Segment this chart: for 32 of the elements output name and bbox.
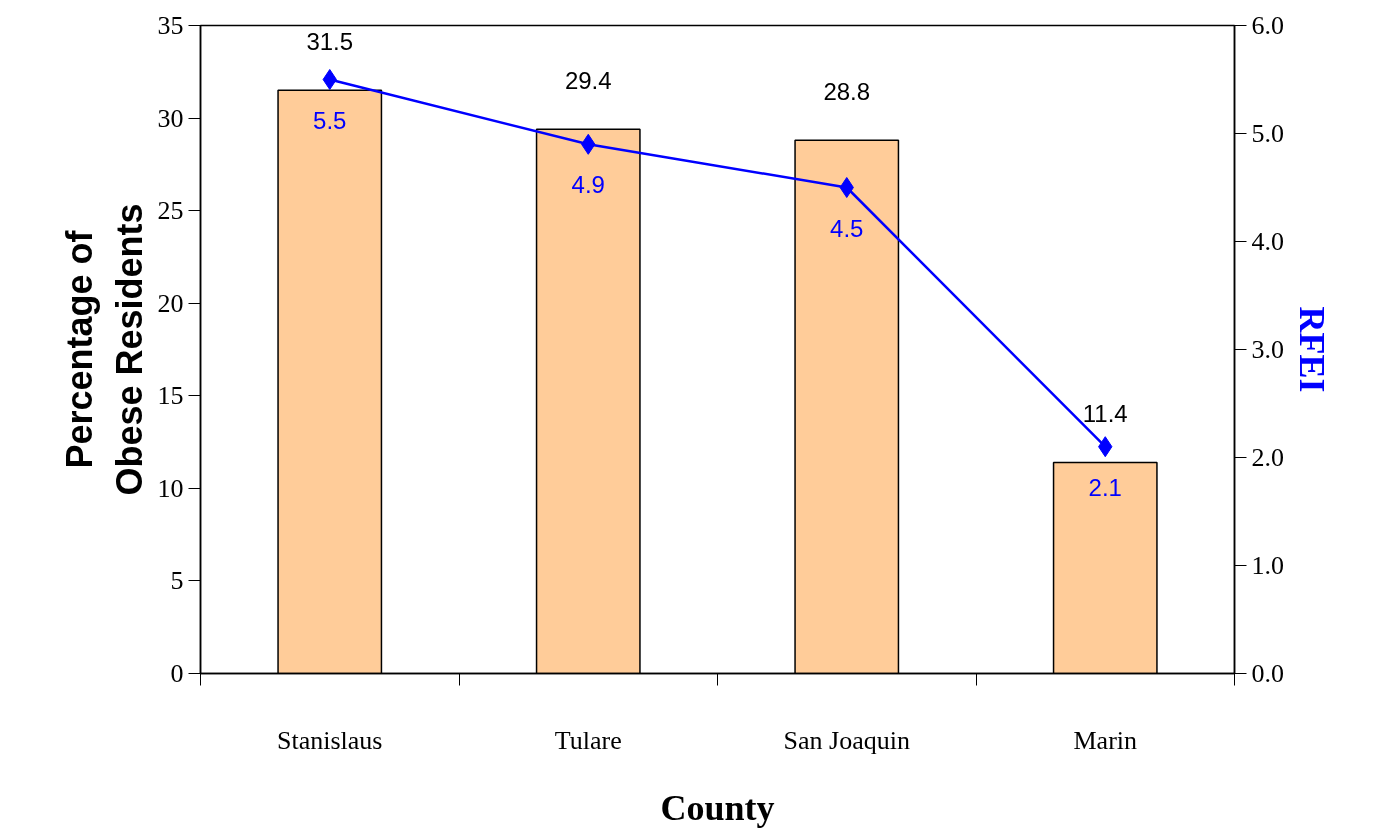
y-tick-label: 35 — [157, 11, 184, 40]
x-tick-label: San Joaquin — [783, 725, 910, 755]
y-tick-label: 10 — [157, 473, 184, 503]
y-tick-label: 25 — [157, 196, 184, 226]
point — [322, 69, 337, 90]
data-label: 11.4 — [1082, 400, 1128, 428]
y2-axis-title: RFEI — [1292, 306, 1332, 393]
point — [839, 177, 854, 198]
y-axis-title: Percentage of Obese Residents — [59, 203, 150, 496]
x-tick-label: Tulare — [554, 725, 622, 755]
data-label: 5.5 — [313, 106, 347, 134]
y2-tick-label: 4.0 — [1251, 227, 1284, 256]
y2-tick-label: 6.0 — [1251, 11, 1284, 40]
y-tick-label: 20 — [157, 288, 184, 318]
y-tick-label: 0 — [170, 659, 184, 688]
y2-tick-label: 1.0 — [1251, 551, 1284, 580]
y2-tick-label: 2.0 — [1251, 443, 1284, 472]
y-tick-label: 5 — [170, 566, 184, 596]
data-label: 31.5 — [306, 28, 354, 56]
y2-tick-label: 5.0 — [1251, 119, 1284, 148]
y2-tick-label: 0.0 — [1251, 659, 1284, 688]
data-label: 29.4 — [564, 67, 612, 95]
x-tick-label: Stanislaus — [277, 725, 383, 755]
y-tick-label: 15 — [157, 381, 184, 411]
y-tick-label: 30 — [157, 103, 184, 133]
data-label: 4.5 — [830, 214, 864, 242]
x-tick-label: Marin — [1073, 725, 1138, 755]
data-label: 2.1 — [1088, 473, 1122, 501]
data-label: 4.9 — [571, 171, 605, 199]
data-label: 28.8 — [823, 78, 871, 106]
x-axis-title: County — [660, 787, 775, 828]
y2-tick-label: 3.0 — [1251, 335, 1284, 364]
